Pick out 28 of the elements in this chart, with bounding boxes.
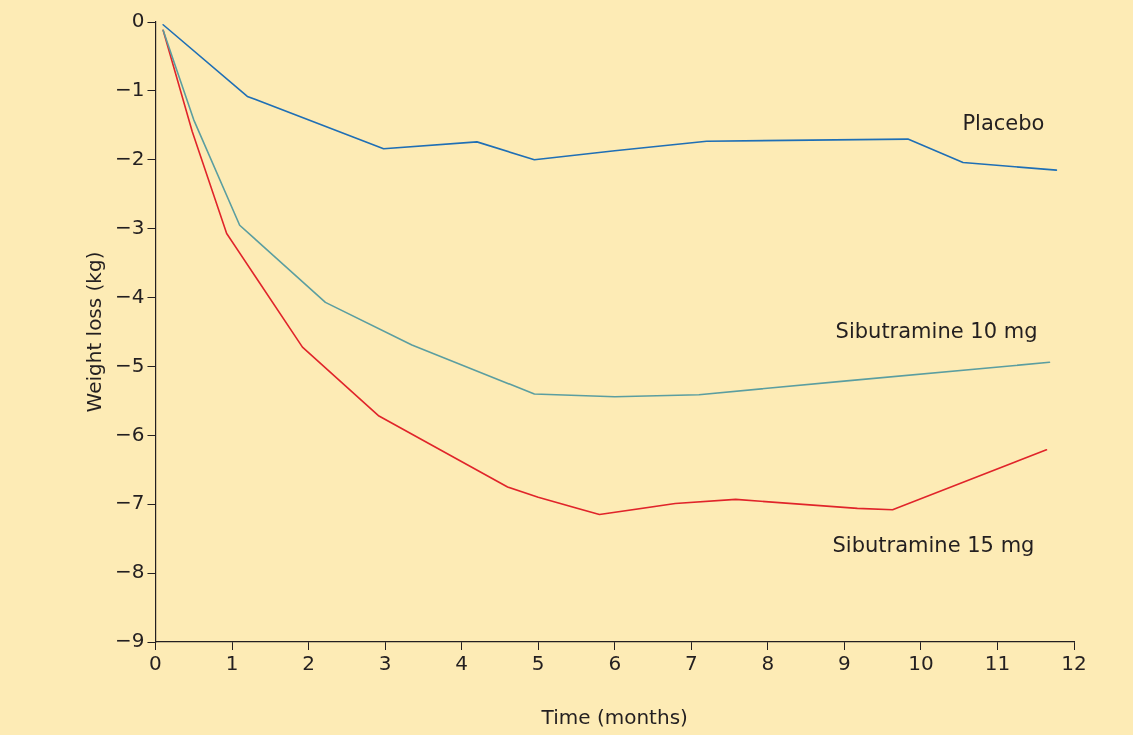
x-tick-label: 5 [531,651,545,676]
series-label: Sibutramine 15 mg [832,533,1035,558]
y-tick-label: −8 [115,559,145,584]
x-tick-label: 8 [761,651,775,676]
x-tick-label: 11 [984,651,1011,676]
x-tick-label: 10 [908,651,934,676]
x-tick-label: 1 [225,651,239,676]
x-tick-label: 3 [378,651,392,676]
x-tick-label: 9 [838,651,851,676]
x-tick-label: 7 [684,651,698,676]
y-axis-title: Weight loss (kg) [82,251,107,413]
y-tick-label: 0 [131,8,145,33]
y-tick-label: −4 [115,283,145,308]
series-label: Placebo [962,110,1045,135]
y-tick-label: −1 [115,77,145,102]
series-label: Sibutramine 10 mg [835,318,1038,343]
y-tick-label: −9 [115,628,145,653]
x-tick-label: 0 [149,651,162,676]
x-tick-label: 2 [302,651,315,676]
y-tick-label: −3 [115,214,145,239]
x-tick-label: 6 [608,651,622,676]
y-tick-label: −7 [115,490,145,515]
x-tick-label: 4 [455,651,469,676]
x-axis-title: Time (months) [540,705,688,730]
x-tick-label: 12 [1061,651,1087,676]
y-tick-label: −6 [115,421,145,446]
y-tick-label: −2 [115,145,145,170]
y-tick-label: −5 [115,352,145,377]
